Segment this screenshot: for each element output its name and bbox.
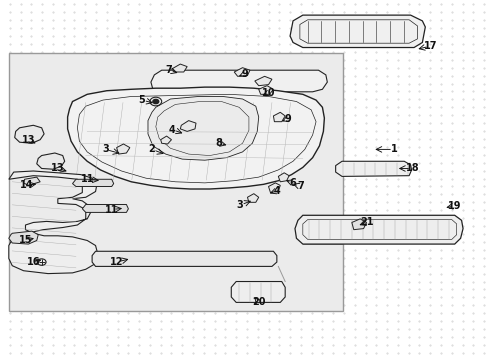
Text: 18: 18 <box>406 163 419 174</box>
Polygon shape <box>231 282 285 302</box>
Polygon shape <box>290 15 425 48</box>
Polygon shape <box>336 161 412 176</box>
Text: 7: 7 <box>166 65 172 75</box>
Polygon shape <box>259 86 273 94</box>
Text: 4: 4 <box>169 125 176 135</box>
Polygon shape <box>9 53 343 311</box>
Polygon shape <box>148 96 259 160</box>
Text: 10: 10 <box>262 88 275 98</box>
Text: 9: 9 <box>285 114 292 124</box>
Polygon shape <box>117 144 130 154</box>
Text: 21: 21 <box>360 217 373 228</box>
Polygon shape <box>234 68 250 76</box>
Text: 14: 14 <box>20 180 34 190</box>
Polygon shape <box>151 70 327 92</box>
Text: 3: 3 <box>237 200 244 210</box>
Text: 16: 16 <box>26 257 40 267</box>
Polygon shape <box>9 231 38 244</box>
Polygon shape <box>269 183 280 193</box>
Text: 12: 12 <box>110 257 123 267</box>
Polygon shape <box>161 136 171 144</box>
Text: 8: 8 <box>216 138 222 148</box>
Text: 9: 9 <box>242 69 248 79</box>
Text: 17: 17 <box>423 41 437 51</box>
Polygon shape <box>255 76 272 86</box>
Polygon shape <box>180 121 196 131</box>
Text: 1: 1 <box>391 144 398 154</box>
Text: 3: 3 <box>102 144 109 154</box>
Polygon shape <box>172 64 187 72</box>
Polygon shape <box>295 215 463 244</box>
Text: 11: 11 <box>105 204 119 215</box>
Polygon shape <box>92 251 277 266</box>
Polygon shape <box>24 177 40 185</box>
Text: 7: 7 <box>297 181 304 192</box>
Polygon shape <box>9 171 98 274</box>
Polygon shape <box>37 153 65 169</box>
Text: 19: 19 <box>448 201 462 211</box>
Text: 13: 13 <box>22 135 35 145</box>
Text: 11: 11 <box>80 174 94 184</box>
Polygon shape <box>247 194 259 202</box>
Text: 6: 6 <box>290 178 296 188</box>
Text: 15: 15 <box>19 235 32 246</box>
Polygon shape <box>15 125 44 143</box>
Polygon shape <box>278 173 289 182</box>
Circle shape <box>153 99 159 104</box>
Text: 5: 5 <box>139 95 146 105</box>
Text: 20: 20 <box>252 297 266 307</box>
Polygon shape <box>273 112 285 122</box>
Polygon shape <box>73 179 114 186</box>
Text: 2: 2 <box>148 144 155 154</box>
Polygon shape <box>82 204 128 212</box>
Text: 13: 13 <box>51 163 65 174</box>
Text: 4: 4 <box>273 186 280 196</box>
Polygon shape <box>68 87 324 189</box>
Polygon shape <box>352 219 367 230</box>
